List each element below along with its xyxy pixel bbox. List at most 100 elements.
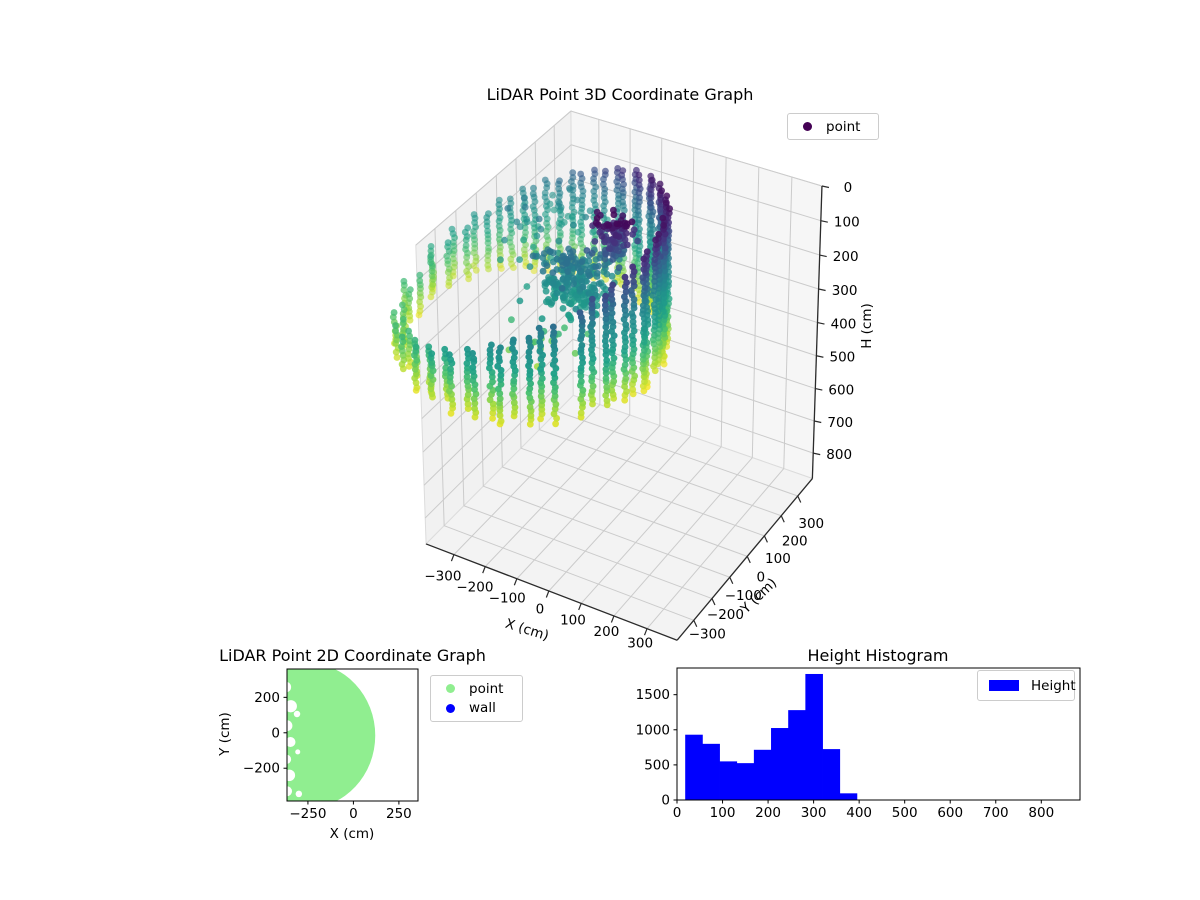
lidar-point bbox=[442, 369, 449, 377]
plot3d-gridline bbox=[571, 144, 821, 222]
legend-label: point bbox=[826, 118, 861, 135]
scan-gap bbox=[293, 710, 301, 718]
lidar-point bbox=[497, 344, 504, 352]
lidar-point bbox=[577, 409, 585, 417]
lidar-point bbox=[635, 207, 642, 215]
lidar-point bbox=[543, 262, 551, 269]
lidar-point bbox=[508, 316, 515, 324]
lidar-point bbox=[658, 187, 665, 195]
lidar-point bbox=[530, 243, 537, 251]
lidar-point bbox=[662, 199, 670, 207]
hist-bar bbox=[805, 673, 823, 800]
lidar-point bbox=[588, 387, 596, 395]
lidar-point bbox=[602, 292, 609, 300]
lidar-point bbox=[416, 271, 424, 279]
lidar-point bbox=[588, 249, 596, 257]
lidar-point bbox=[647, 199, 654, 207]
tick-label: 300 bbox=[627, 635, 653, 651]
lidar-point bbox=[652, 251, 660, 258]
lidar-point bbox=[621, 273, 629, 281]
lidar-point bbox=[629, 231, 637, 238]
lidar-point bbox=[506, 195, 514, 203]
plot3d-gridline bbox=[548, 435, 691, 592]
height-swatch-icon bbox=[989, 680, 1019, 691]
lidar-point bbox=[652, 236, 659, 244]
lidar-point bbox=[413, 356, 421, 364]
lidar-point bbox=[622, 229, 630, 237]
plot3d-gridline bbox=[820, 220, 828, 223]
lidar-point bbox=[447, 365, 454, 373]
lidar-point bbox=[574, 196, 581, 204]
lidar-point bbox=[605, 221, 613, 229]
plot3d-gridline bbox=[545, 590, 550, 598]
lidar-point bbox=[602, 286, 610, 293]
plot3d-gridline bbox=[475, 192, 484, 487]
hist-frame bbox=[676, 667, 1081, 801]
plot3d-gridline bbox=[482, 566, 486, 574]
plot3d-gridline bbox=[821, 185, 830, 189]
tick-label: −100 bbox=[489, 590, 526, 606]
lidar-point bbox=[428, 350, 436, 357]
hist-title: Height Histogram bbox=[807, 646, 949, 665]
tick-label: 200 bbox=[594, 624, 620, 640]
plot3d-gridline bbox=[598, 119, 601, 405]
lidar-point bbox=[579, 283, 587, 291]
lidar-point bbox=[610, 377, 618, 385]
lidar-point bbox=[537, 392, 545, 400]
plot3d-gridline bbox=[557, 411, 798, 497]
plot3d-gridline bbox=[516, 425, 661, 580]
plot3d-gridline bbox=[783, 176, 793, 469]
tick-label: 0 bbox=[271, 725, 280, 741]
plot2d-legend: point wall bbox=[430, 675, 523, 722]
lidar-point bbox=[578, 378, 585, 385]
lidar-point bbox=[484, 261, 492, 269]
plot2d-scatter-region bbox=[287, 669, 376, 801]
lidar-point bbox=[406, 337, 414, 345]
tick-label: 300 bbox=[801, 805, 827, 821]
lidar-point bbox=[520, 236, 527, 244]
lidar-point bbox=[509, 345, 516, 353]
lidar-point bbox=[615, 264, 623, 272]
lidar-point bbox=[601, 255, 609, 263]
plot3d-gridline bbox=[613, 457, 753, 617]
lidar-point bbox=[651, 256, 659, 263]
lidar-point bbox=[630, 301, 638, 308]
lidar-point bbox=[469, 364, 477, 371]
lidar-point bbox=[529, 252, 537, 260]
plot3d-gridline bbox=[720, 157, 727, 447]
point-cloud-region bbox=[287, 669, 376, 801]
lidar-point bbox=[622, 288, 630, 296]
lidar-point bbox=[611, 239, 618, 247]
plot3d-gridline bbox=[424, 370, 574, 519]
lidar-point bbox=[570, 280, 577, 288]
lidar-point bbox=[613, 220, 621, 228]
tick-label: 500 bbox=[892, 805, 918, 821]
lidar-point bbox=[569, 274, 577, 282]
plot3d-points bbox=[389, 165, 673, 428]
lidar-point bbox=[657, 206, 664, 213]
lidar-point bbox=[464, 345, 471, 353]
lidar-point bbox=[429, 280, 437, 288]
plot3d-gridline bbox=[571, 177, 820, 256]
scan-gap bbox=[295, 749, 301, 755]
lidar-point bbox=[578, 342, 586, 349]
lidar-point bbox=[603, 383, 611, 391]
lidar-point bbox=[509, 390, 516, 398]
lidar-point bbox=[610, 354, 618, 362]
legend-label: point bbox=[469, 680, 504, 697]
lidar-point bbox=[464, 391, 472, 399]
tick-label: 600 bbox=[937, 805, 963, 821]
plot3d-gridline bbox=[570, 110, 823, 187]
lidar-point bbox=[622, 321, 630, 329]
lidar-point bbox=[555, 237, 563, 245]
hist-bar bbox=[771, 728, 789, 800]
lidar-point bbox=[608, 291, 615, 298]
lidar-point bbox=[655, 230, 663, 238]
tick-label: 1500 bbox=[636, 687, 670, 703]
point3d-marker-icon bbox=[803, 122, 812, 131]
lidar-point bbox=[603, 270, 611, 278]
lidar-point bbox=[590, 284, 598, 292]
lidar-point bbox=[635, 176, 643, 184]
lidar-point bbox=[651, 359, 659, 366]
legend-item-point3d: point bbox=[797, 117, 868, 136]
